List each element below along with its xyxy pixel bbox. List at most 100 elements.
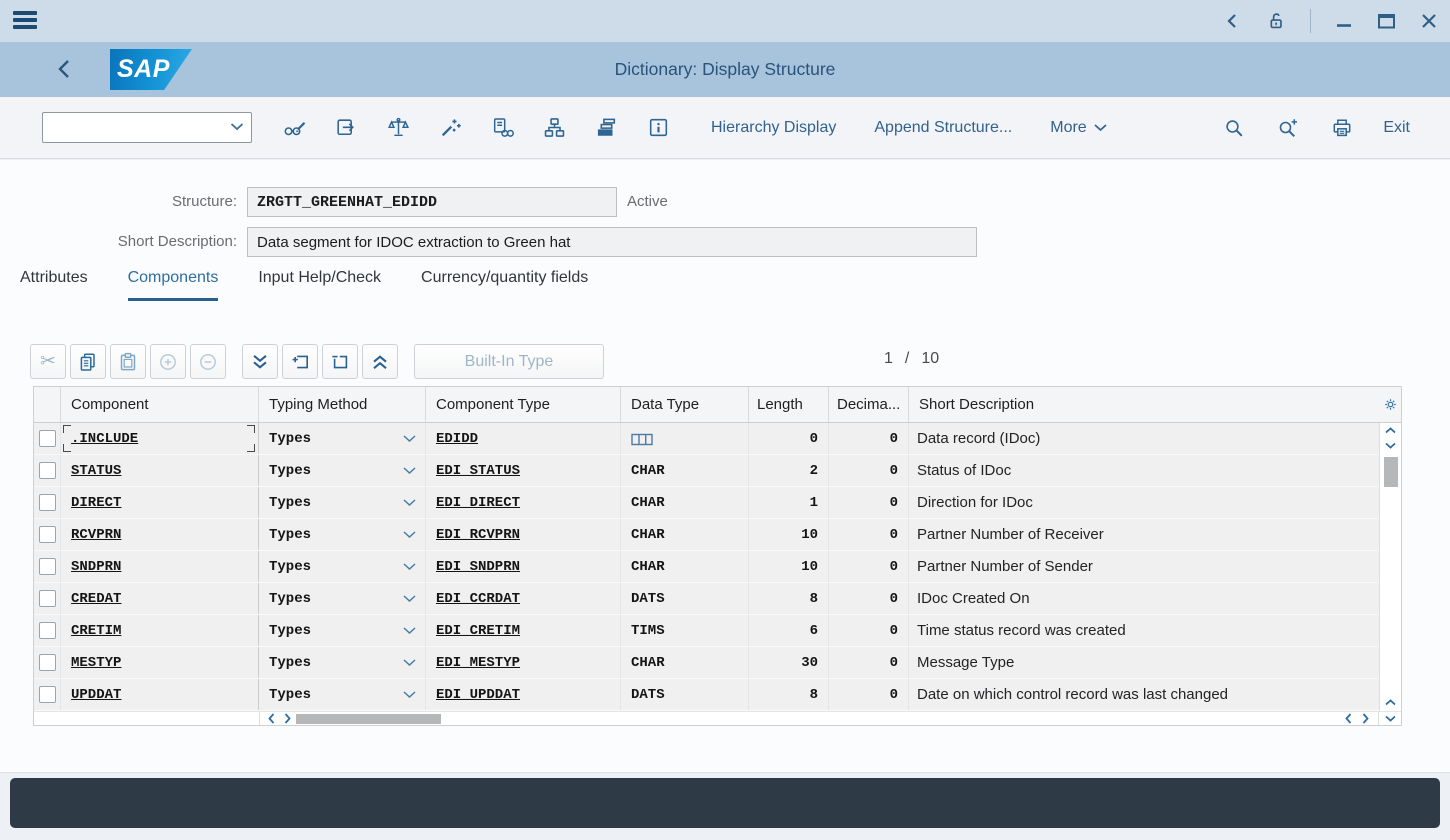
chevron-down-icon[interactable] bbox=[230, 123, 244, 131]
component-link[interactable]: SNDPRN bbox=[71, 558, 122, 575]
typing-method-select[interactable]: Types bbox=[259, 487, 426, 518]
back-icon[interactable] bbox=[55, 58, 73, 80]
typing-method-select[interactable]: Types bbox=[259, 455, 426, 486]
vertical-scrollbar[interactable] bbox=[1379, 423, 1401, 711]
tab-input-help-check[interactable]: Input Help/Check bbox=[258, 269, 382, 286]
horizontal-scrollbar[interactable] bbox=[34, 711, 1401, 725]
hierarchy-button[interactable] bbox=[542, 115, 567, 140]
column-header-component[interactable]: Component bbox=[61, 387, 259, 422]
component-link[interactable]: MESTYP bbox=[71, 654, 122, 671]
table-settings-button[interactable] bbox=[1379, 387, 1401, 422]
horizontal-scrollbar-thumb[interactable] bbox=[296, 713, 441, 724]
component-link[interactable]: UPDDAT bbox=[71, 686, 122, 703]
chevron-left-icon[interactable] bbox=[1224, 12, 1240, 30]
transport-button[interactable] bbox=[334, 115, 359, 140]
display-change-button[interactable] bbox=[282, 115, 307, 140]
tab-currency-quantity-fields[interactable]: Currency/quantity fields bbox=[421, 269, 589, 286]
short-description-field[interactable]: Data segment for IDOC extraction to Gree… bbox=[247, 227, 977, 257]
built-in-type-button[interactable]: Built-In Type bbox=[414, 344, 604, 379]
typing-method-select[interactable]: Types bbox=[259, 551, 426, 582]
where-used-button[interactable] bbox=[490, 115, 515, 140]
column-header-length[interactable]: Length bbox=[749, 387, 829, 422]
insert-row-button[interactable] bbox=[150, 344, 186, 379]
scroll-right-button[interactable] bbox=[278, 712, 296, 725]
unlock-icon[interactable] bbox=[1264, 10, 1286, 32]
more-button[interactable]: More bbox=[1050, 119, 1107, 137]
select-column-header[interactable] bbox=[34, 387, 61, 422]
scroll-bottom-button[interactable] bbox=[242, 344, 278, 379]
component-link[interactable]: DIRECT bbox=[71, 494, 122, 511]
typing-method-select[interactable]: Types bbox=[259, 423, 426, 454]
check-button[interactable] bbox=[386, 115, 411, 140]
exit-button[interactable]: Exit bbox=[1383, 118, 1410, 136]
delete-line-button[interactable] bbox=[322, 344, 358, 379]
append-structure-button[interactable]: Append Structure... bbox=[874, 118, 1013, 136]
row-checkbox[interactable] bbox=[38, 686, 56, 703]
component-link[interactable]: .INCLUDE bbox=[71, 430, 139, 447]
tab-attributes[interactable]: Attributes bbox=[20, 269, 88, 286]
row-checkbox[interactable] bbox=[38, 590, 56, 607]
minimize-icon[interactable] bbox=[1335, 12, 1353, 30]
scroll-left-button[interactable] bbox=[262, 712, 280, 725]
search-plus-button[interactable] bbox=[1275, 115, 1300, 140]
typing-method-select[interactable]: Types bbox=[259, 583, 426, 614]
scroll-up-button[interactable] bbox=[1380, 423, 1401, 438]
scroll-right-end-button[interactable] bbox=[1356, 712, 1374, 725]
component-type-link[interactable]: EDI_STATUS bbox=[436, 462, 521, 479]
scroll-top-button[interactable] bbox=[362, 344, 398, 379]
column-header-data-type[interactable]: Data Type bbox=[621, 387, 749, 422]
component-type-link[interactable]: EDI_UPDDAT bbox=[436, 686, 521, 703]
component-type-link[interactable]: EDI_RCVPRN bbox=[436, 526, 521, 543]
indexes-button[interactable] bbox=[594, 115, 619, 140]
component-link[interactable]: CRETIM bbox=[71, 622, 122, 639]
delete-row-button[interactable] bbox=[190, 344, 226, 379]
vertical-scrollbar-thumb[interactable] bbox=[1383, 457, 1398, 487]
component-type-link[interactable]: EDI_SNDPRN bbox=[436, 558, 521, 575]
typing-method-select[interactable]: Types bbox=[259, 679, 426, 710]
scrollbar-corner[interactable] bbox=[1378, 712, 1401, 725]
search-button[interactable] bbox=[1221, 115, 1246, 140]
component-link[interactable]: CREDAT bbox=[71, 590, 122, 607]
column-header-decimals[interactable]: Decima... bbox=[829, 387, 909, 422]
row-checkbox[interactable] bbox=[38, 526, 56, 543]
row-checkbox[interactable] bbox=[38, 654, 56, 671]
typing-method-select[interactable]: Types bbox=[259, 519, 426, 550]
command-field[interactable] bbox=[42, 112, 252, 143]
component-type-link[interactable]: EDI_DIRECT bbox=[436, 494, 521, 511]
scroll-up-bottom-button[interactable] bbox=[1380, 695, 1401, 710]
close-icon[interactable] bbox=[1420, 12, 1438, 30]
copy-button[interactable] bbox=[70, 344, 106, 379]
column-header-typing-method[interactable]: Typing Method bbox=[259, 387, 426, 422]
structure-icon bbox=[631, 433, 653, 445]
tab-components[interactable]: Components bbox=[127, 269, 219, 301]
command-input[interactable] bbox=[43, 113, 251, 142]
component-type-link[interactable]: EDI_CCRDAT bbox=[436, 590, 521, 607]
activate-button[interactable] bbox=[438, 115, 463, 140]
menu-button[interactable] bbox=[13, 11, 37, 31]
row-checkbox[interactable] bbox=[38, 558, 56, 575]
activate-icon bbox=[441, 119, 461, 137]
typing-method-select[interactable]: Types bbox=[259, 647, 426, 678]
hierarchy-display-button[interactable]: Hierarchy Display bbox=[711, 118, 837, 136]
row-checkbox[interactable] bbox=[38, 494, 56, 511]
row-checkbox[interactable] bbox=[38, 462, 56, 479]
paste-button[interactable] bbox=[110, 344, 146, 379]
component-link[interactable]: STATUS bbox=[71, 462, 122, 479]
component-type-link[interactable]: EDIDD bbox=[436, 430, 479, 447]
print-button[interactable] bbox=[1329, 115, 1354, 140]
scroll-down-button[interactable] bbox=[1380, 438, 1401, 453]
column-header-component-type[interactable]: Component Type bbox=[426, 387, 621, 422]
cut-button[interactable]: ✂ bbox=[30, 344, 66, 379]
component-type-link[interactable]: EDI_CRETIM bbox=[436, 622, 521, 639]
component-link[interactable]: RCVPRN bbox=[71, 526, 122, 543]
maximize-icon[interactable] bbox=[1377, 12, 1396, 30]
column-header-short-description[interactable]: Short Description bbox=[919, 396, 1035, 413]
component-type-link[interactable]: EDI_MESTYP bbox=[436, 654, 521, 671]
info-button[interactable] bbox=[646, 115, 671, 140]
typing-method-select[interactable]: Types bbox=[259, 615, 426, 646]
scroll-left-end-button[interactable] bbox=[1339, 712, 1357, 725]
structure-field[interactable]: ZRGTT_GREENHAT_EDIDD bbox=[247, 187, 617, 217]
row-checkbox[interactable] bbox=[38, 430, 56, 447]
row-checkbox[interactable] bbox=[38, 622, 56, 639]
insert-line-button[interactable] bbox=[282, 344, 318, 379]
